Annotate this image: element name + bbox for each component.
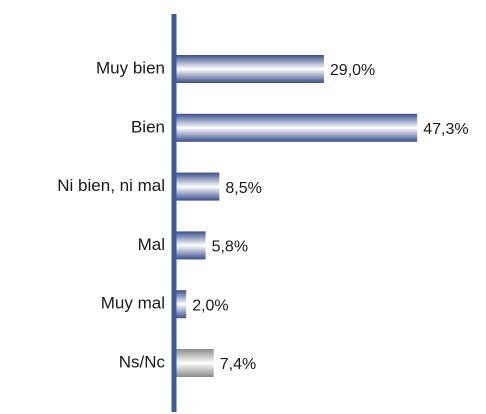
value-label: 47,3% bbox=[423, 121, 468, 138]
value-label: 8,5% bbox=[225, 180, 261, 197]
bar bbox=[176, 113, 418, 142]
bar bbox=[176, 172, 220, 201]
category-label: Mal bbox=[138, 235, 165, 254]
category-label: Ni bien, ni mal bbox=[57, 176, 165, 195]
bar bbox=[176, 231, 206, 260]
bar bbox=[176, 55, 324, 83]
value-label: 5,8% bbox=[212, 239, 248, 256]
value-label: 2,0% bbox=[192, 297, 228, 314]
category-label: Bien bbox=[131, 117, 165, 136]
bar bbox=[176, 349, 214, 377]
category-label: Muy bien bbox=[96, 58, 165, 77]
bar bbox=[176, 290, 187, 319]
value-label: 7,4% bbox=[220, 356, 256, 373]
category-label: Muy mal bbox=[101, 294, 165, 313]
category-label: Ns/Nc bbox=[119, 352, 166, 371]
value-label: 29,0% bbox=[330, 62, 375, 79]
